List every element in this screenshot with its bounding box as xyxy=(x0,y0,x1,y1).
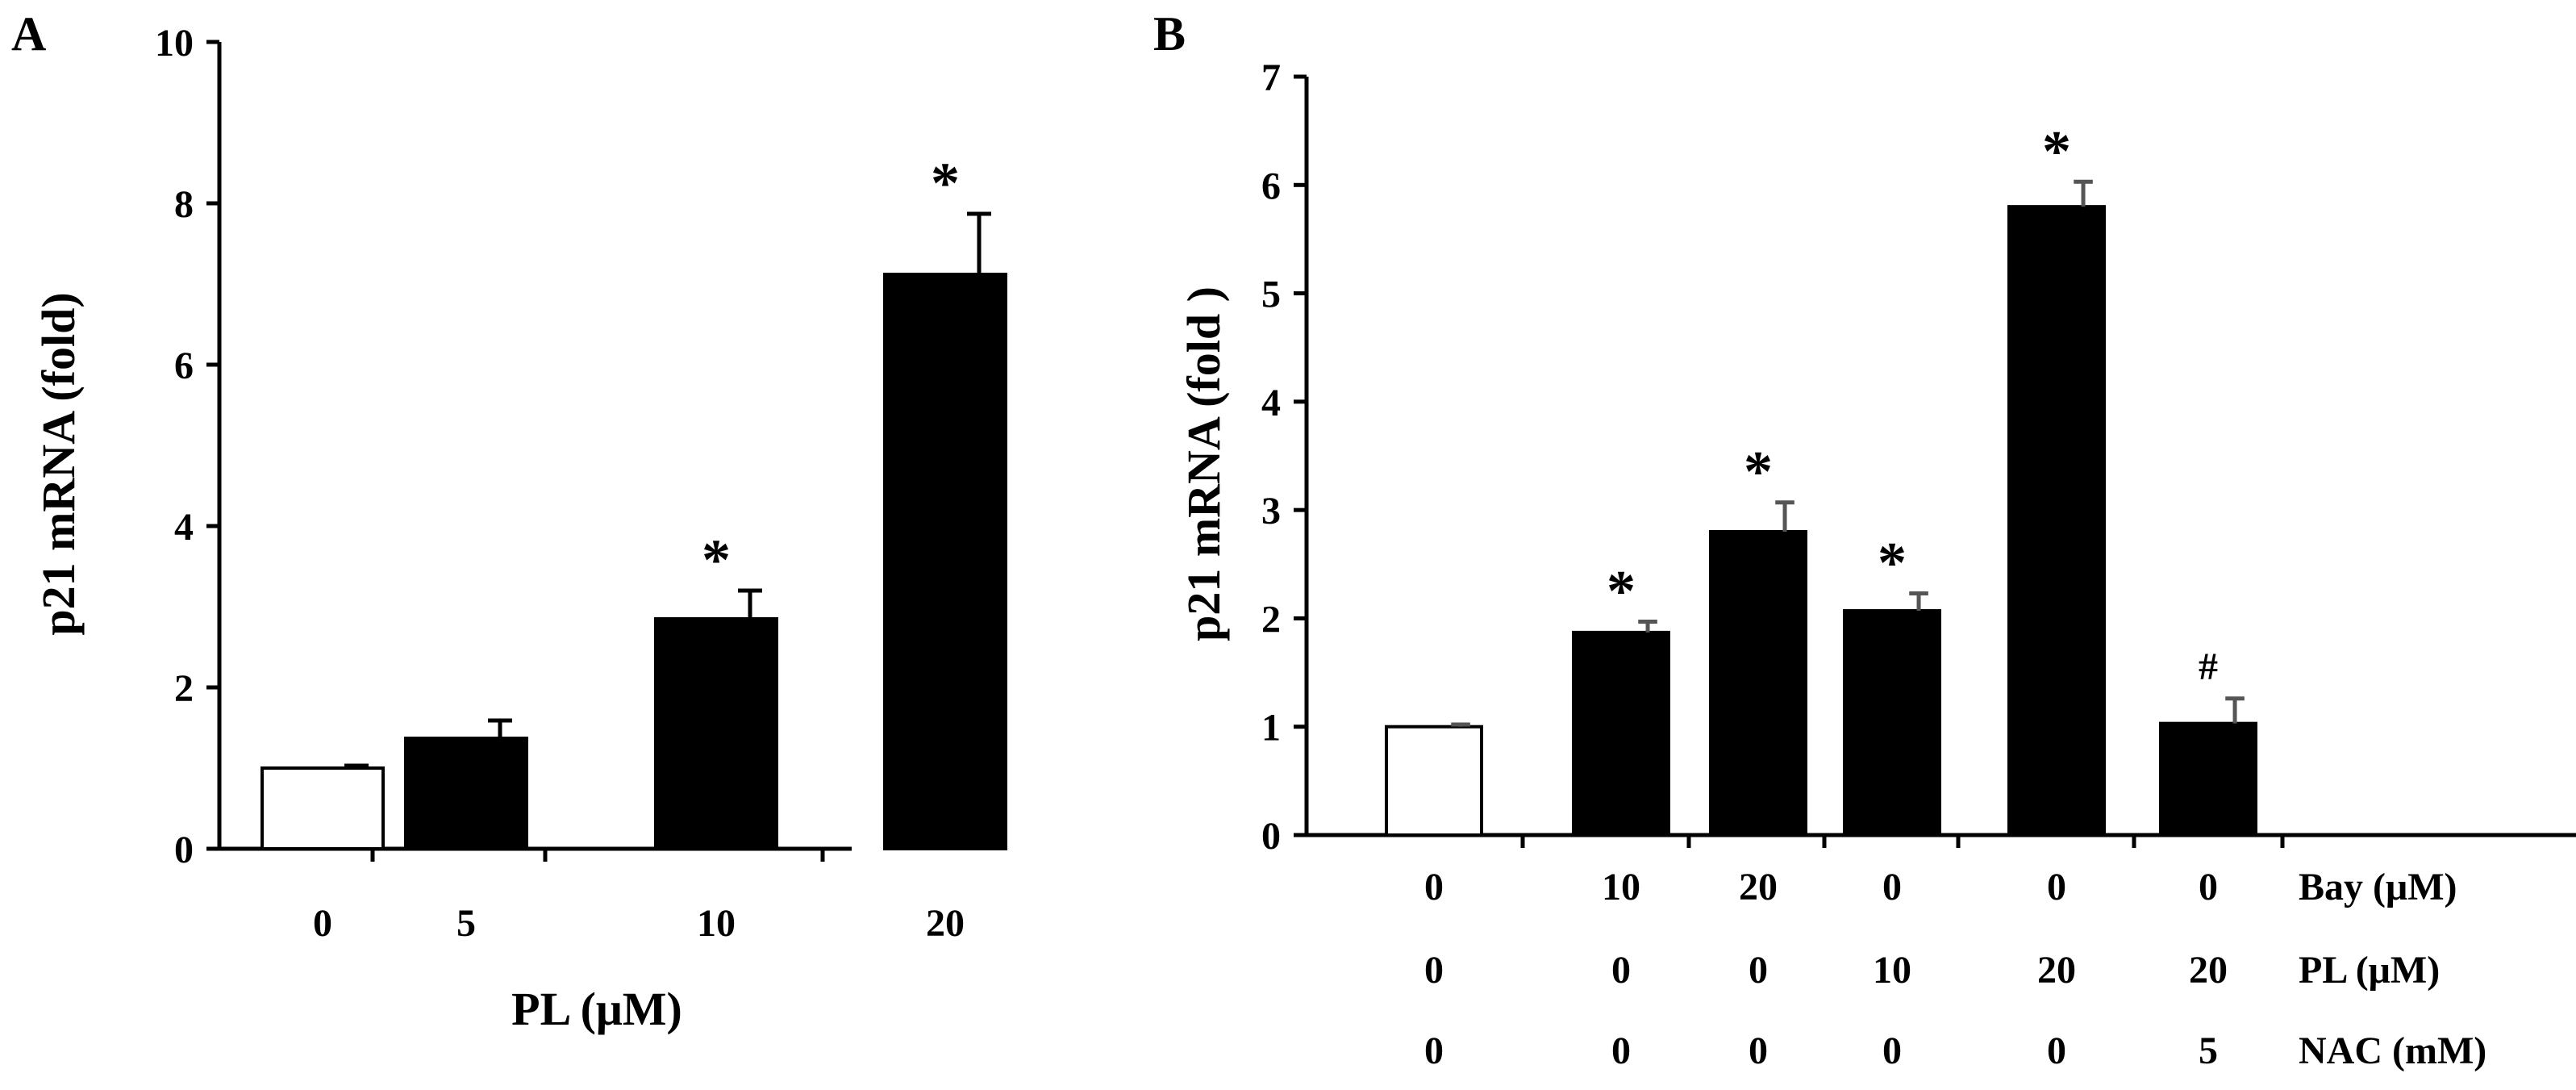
panel-a-xtick-label: 10 xyxy=(697,902,736,945)
panel-b-condition-value: 0 xyxy=(1611,949,1631,992)
panel-b-condition-value: 20 xyxy=(1739,866,1778,908)
panel-a-ytick-label: 4 xyxy=(174,506,194,549)
panel-a-letter: A xyxy=(11,7,46,61)
panel-a-xtick-label: 5 xyxy=(456,902,476,945)
panel-b-condition-label: Bay (μM) xyxy=(2299,866,2457,908)
panel-a-ytick-label: 8 xyxy=(174,183,194,226)
panel-a-bar xyxy=(654,617,778,850)
panel-a-ylabel: p21 mRNA (fold) xyxy=(32,292,85,635)
panel-b-condition-value: 0 xyxy=(1424,949,1444,992)
panel-a-ytick-label: 10 xyxy=(155,22,194,65)
panel-b-ytick-label: 1 xyxy=(1261,707,1281,750)
panel-b-condition-value: 0 xyxy=(2047,1029,2066,1072)
panel-b-bar xyxy=(2159,721,2257,837)
panel-a-ytick-label: 0 xyxy=(174,829,194,871)
panel-b-condition-value: 0 xyxy=(1611,1029,1631,1072)
panel-b-chart: 0 1 2 3 4 5 6 7 * * * * #0 10 20 0 0 0 Bay (μM) 0 0 0 10 20 20 PL… xyxy=(1261,56,2576,1072)
panel-b-significance-mark: * xyxy=(1607,558,1636,623)
panel-b-ytick-label: 2 xyxy=(1261,598,1281,641)
panel-b-condition-value: 0 xyxy=(1424,866,1444,908)
panel-a-chart: 0 2 4 6 8 10 * * 0 5 10 20 xyxy=(155,22,1007,945)
panel-b-condition-value: 10 xyxy=(1873,949,1911,992)
panel-a-bar xyxy=(883,273,1007,850)
panel-b-ytick-label: 6 xyxy=(1261,165,1281,207)
panel-a-bar xyxy=(404,737,528,850)
panel-b-ytick-label: 0 xyxy=(1261,815,1281,858)
panel-a-xlabel: PL (μM) xyxy=(511,983,682,1035)
panel-b-bar xyxy=(2007,205,2106,837)
panel-b-ytick-label: 5 xyxy=(1261,274,1281,316)
panel-b-condition-value: 20 xyxy=(2037,949,2076,992)
panel-b-condition-value: 0 xyxy=(2047,866,2066,908)
panel-b-condition-label: PL (μM) xyxy=(2299,949,2440,992)
panel-a-significance-mark: * xyxy=(702,528,731,592)
panel-a-ytick-label: 2 xyxy=(174,667,194,710)
panel-a-xtick-label: 20 xyxy=(926,902,965,945)
panel-b-significance-mark: * xyxy=(1744,440,1773,504)
panel-a-bar xyxy=(261,766,385,850)
panel-b-condition-value: 0 xyxy=(1882,866,1902,908)
panel-b-bar xyxy=(1572,630,1670,837)
panel-b-condition-value: 20 xyxy=(2189,949,2228,992)
panel-b-condition-value: 0 xyxy=(1749,1029,1768,1072)
panel-b-condition-label: NAC (mM) xyxy=(2299,1029,2486,1072)
panel-a-significance-mark: * xyxy=(931,151,960,215)
panel-a-ytick-label: 6 xyxy=(174,345,194,387)
panel-b-condition-value: 0 xyxy=(2199,866,2218,908)
panel-b-bar xyxy=(1843,609,1941,837)
panel-b-significance-mark: * xyxy=(1878,531,1907,595)
panel-b-ytick-label: 3 xyxy=(1261,490,1281,532)
panel-b-condition-value: 0 xyxy=(1749,949,1768,992)
panel-a-xtick-label: 0 xyxy=(313,902,332,945)
panel-b-significance-mark: # xyxy=(2199,645,2218,688)
panel-b-bar xyxy=(1385,725,1483,837)
panel-b-condition-value: 0 xyxy=(1882,1029,1902,1072)
panel-b-condition-value: 10 xyxy=(1602,866,1640,908)
panel-b-condition-value: 5 xyxy=(2199,1029,2218,1072)
panel-b-ytick-label: 4 xyxy=(1261,382,1281,424)
panel-b-letter: B xyxy=(1153,7,1186,61)
panel-b-condition-value: 0 xyxy=(1424,1029,1444,1072)
panel-b-significance-mark: * xyxy=(2042,119,2071,183)
panel-b-bar xyxy=(1709,530,1807,837)
panel-b-ytick-label: 7 xyxy=(1261,56,1281,99)
panel-b-ylabel: p21 mRNA (fold ) xyxy=(1178,286,1230,641)
